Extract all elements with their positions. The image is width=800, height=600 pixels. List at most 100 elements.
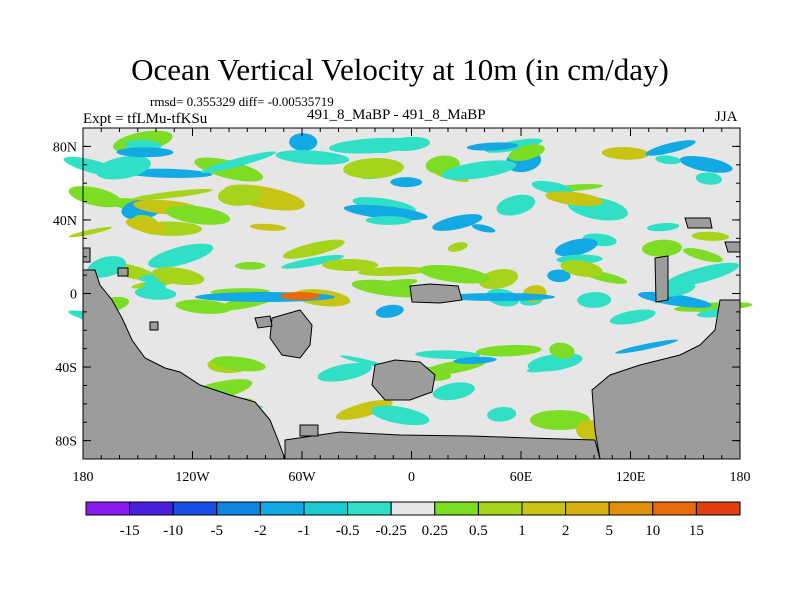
y-tick-label: 40N — [53, 214, 77, 229]
colorbar-swatch — [390, 501, 436, 516]
x-tick-label: 180 — [73, 470, 94, 485]
field-anomaly — [646, 222, 680, 232]
field-anomaly — [281, 254, 344, 269]
colorbar-swatch — [652, 501, 697, 516]
colorbar-label: 1 — [518, 523, 526, 539]
expt-line: Expt = tfLMu-tfKSu — [83, 111, 208, 127]
field-anomaly — [194, 157, 264, 182]
field-anomaly — [466, 142, 519, 151]
field-anomaly — [211, 356, 266, 372]
field-anomaly — [554, 238, 598, 257]
colorbar-swatch — [695, 501, 741, 516]
field-anomaly — [642, 239, 682, 257]
field-anomaly — [601, 147, 650, 160]
colorbar-swatch — [85, 501, 131, 516]
field-anomaly — [343, 204, 428, 221]
x-tick-label: 0 — [408, 470, 415, 485]
field-anomaly — [131, 188, 213, 201]
field-anomaly — [691, 231, 729, 241]
field-anomaly — [335, 399, 393, 420]
field-anomaly — [87, 256, 126, 278]
field-anomaly — [317, 362, 372, 382]
field-anomaly — [249, 223, 287, 231]
field-anomaly — [549, 342, 575, 359]
field-anomaly — [328, 137, 420, 154]
field-anomaly — [351, 279, 428, 298]
land-mask — [117, 267, 129, 277]
field-anomaly — [234, 261, 266, 270]
colorbar-label: -2 — [254, 523, 267, 539]
field-anomaly — [445, 293, 555, 301]
field-anomaly — [123, 168, 213, 178]
field-anomaly — [68, 186, 123, 208]
field-anomaly — [289, 133, 318, 152]
x-tick-label: 180 — [730, 470, 751, 485]
field-anomaly — [447, 242, 468, 252]
field-anomaly — [547, 269, 571, 283]
colorbar-label: 0.25 — [422, 523, 448, 539]
field-anomaly — [125, 217, 168, 234]
colorbar-label: -0.25 — [376, 523, 407, 539]
field-anomaly — [487, 407, 517, 422]
colorbar-swatch — [434, 501, 479, 516]
colorbar-label: -10 — [163, 523, 183, 539]
field-anomaly — [375, 304, 404, 318]
field-anomaly — [134, 286, 177, 300]
colorbar-swatch — [216, 501, 261, 516]
field-anomaly — [508, 144, 545, 161]
field-anomaly — [343, 158, 404, 179]
colorbar: -15 -10 -5 -2 -1 -0.5 -0.25 0.25 0.5 1 2 5 10 15 — [85, 501, 741, 539]
axis-ticks: 80N 40N 0 40S 80S 180 120W 60W 0 60E 120E 180 — [53, 128, 751, 485]
colorbar-swatch — [565, 501, 610, 516]
field-anomaly — [432, 382, 475, 401]
colorbar-swatch — [129, 501, 174, 516]
land-mask — [254, 315, 273, 329]
land-mask — [684, 217, 713, 229]
y-tick-label: 40S — [55, 361, 77, 376]
land-mask — [724, 241, 741, 253]
field-anomaly — [655, 155, 681, 165]
field-anomaly — [478, 269, 519, 290]
field-anomaly — [679, 156, 733, 173]
field-anomaly — [371, 405, 430, 426]
season-label: JJA — [715, 109, 738, 125]
land-mask — [82, 269, 286, 460]
colorbar-label: 10 — [645, 523, 660, 539]
field-anomaly — [471, 224, 496, 233]
colorbar-label: -15 — [120, 523, 140, 539]
field-anomaly — [695, 172, 723, 185]
field-anomaly — [526, 363, 562, 373]
land-mask — [371, 359, 436, 401]
field-anomaly — [665, 262, 740, 287]
field-anomaly — [373, 278, 418, 289]
field-anomaly — [615, 339, 678, 354]
stats-line: rmsd= 0.355329 diff= -0.00535719 — [150, 94, 334, 109]
colorbar-label: -5 — [211, 523, 224, 539]
field-anomaly — [645, 140, 696, 156]
colorbar-label: 15 — [689, 523, 704, 539]
field-anomaly — [282, 239, 345, 259]
colorbar-swatch — [521, 501, 567, 516]
field-anomaly — [116, 147, 174, 158]
field-anomaly — [530, 410, 590, 430]
x-tick-label: 120W — [175, 470, 210, 485]
field-anomaly — [275, 150, 350, 165]
field-anomaly — [609, 309, 656, 325]
land-mask — [269, 309, 313, 359]
colorbar-swatch — [477, 501, 523, 516]
field-anomaly — [200, 151, 277, 174]
field-anomaly — [165, 205, 231, 225]
colorbar-swatch — [172, 501, 218, 516]
colorbar-label: -1 — [298, 523, 311, 539]
colorbar-swatch — [347, 501, 392, 516]
land-mask — [299, 424, 319, 437]
x-tick-label: 120E — [616, 470, 646, 485]
field-anomaly — [418, 264, 490, 284]
y-tick-label: 80N — [53, 140, 77, 155]
field-anomaly — [475, 344, 542, 357]
field-anomaly — [577, 292, 612, 308]
field-anomaly — [152, 267, 205, 286]
field-anomaly — [148, 243, 214, 269]
field-anomaly — [496, 194, 536, 216]
